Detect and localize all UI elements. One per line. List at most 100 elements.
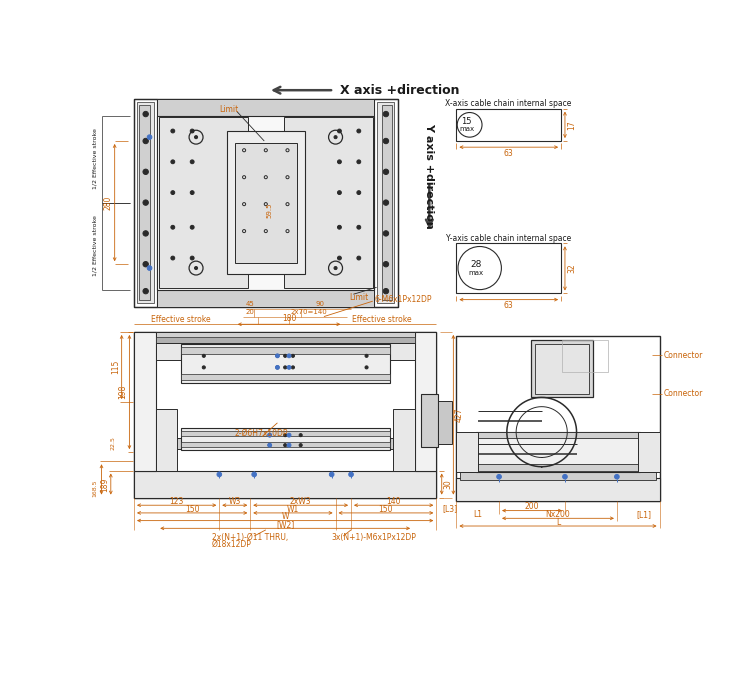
Circle shape (171, 256, 175, 260)
Circle shape (383, 289, 388, 294)
Circle shape (383, 200, 388, 205)
Circle shape (275, 354, 279, 358)
Bar (134, 332, 436, 498)
Text: Effective stroke: Effective stroke (151, 315, 210, 324)
Bar (134, 99, 398, 306)
Text: Effective stroke: Effective stroke (352, 315, 412, 324)
Text: Nx200: Nx200 (545, 510, 570, 519)
Text: 123: 123 (170, 497, 184, 506)
Circle shape (276, 354, 279, 358)
Circle shape (268, 443, 272, 447)
Circle shape (287, 366, 291, 369)
Bar (181, 430, 390, 436)
Text: 115: 115 (111, 360, 120, 374)
Text: W1: W1 (286, 505, 299, 513)
Text: 3x(N+1)-M6x1Px12DP: 3x(N+1)-M6x1Px12DP (332, 533, 416, 542)
Circle shape (365, 366, 368, 369)
Circle shape (284, 354, 286, 358)
Bar (393, 409, 415, 471)
Circle shape (334, 266, 337, 270)
Text: 180: 180 (282, 314, 296, 323)
Text: Ø18x12DP: Ø18x12DP (211, 540, 251, 549)
Text: 63: 63 (503, 301, 513, 311)
Circle shape (338, 225, 341, 229)
Circle shape (299, 434, 302, 437)
Bar (235, 142, 297, 263)
Bar (156, 439, 415, 449)
Text: Connector: Connector (663, 351, 703, 360)
Circle shape (287, 354, 291, 358)
Circle shape (357, 160, 361, 163)
Text: [W2]: [W2] (276, 520, 294, 529)
Circle shape (284, 443, 286, 447)
Text: X axis +direction: X axis +direction (340, 84, 460, 97)
Bar (562, 340, 608, 372)
Text: 1/2 Effective stroke: 1/2 Effective stroke (93, 215, 98, 276)
Bar (140, 105, 149, 300)
Circle shape (357, 129, 361, 133)
Circle shape (143, 138, 148, 144)
Circle shape (383, 112, 388, 116)
Bar (137, 101, 154, 304)
Circle shape (338, 160, 341, 163)
Bar (638, 432, 659, 472)
Circle shape (171, 191, 175, 195)
Circle shape (171, 129, 175, 133)
Circle shape (357, 225, 361, 229)
Text: 189: 189 (100, 477, 109, 492)
Bar (284, 117, 373, 288)
Bar (181, 374, 390, 380)
Text: X-axis cable chain internal space: X-axis cable chain internal space (446, 99, 572, 108)
Bar (535, 343, 589, 394)
Text: 28: 28 (470, 259, 482, 269)
Bar (460, 472, 656, 480)
Bar (158, 116, 374, 289)
Text: Connector: Connector (663, 389, 703, 398)
Circle shape (496, 475, 502, 479)
Text: 2xW3: 2xW3 (290, 497, 311, 506)
Circle shape (365, 354, 368, 358)
Bar (421, 394, 438, 447)
Bar (134, 332, 156, 471)
Circle shape (383, 138, 388, 144)
Circle shape (194, 136, 197, 139)
Bar (382, 105, 392, 300)
Bar (476, 432, 640, 439)
Circle shape (147, 266, 152, 270)
Text: 150: 150 (185, 505, 200, 513)
Text: Limit: Limit (220, 105, 239, 114)
Text: 6-M6x1Px12DP: 6-M6x1Px12DP (374, 295, 432, 304)
Circle shape (190, 160, 194, 163)
Circle shape (338, 191, 341, 195)
Text: max: max (459, 126, 474, 131)
Bar (438, 401, 452, 443)
Circle shape (143, 200, 148, 205)
Text: 198: 198 (118, 385, 128, 399)
Text: 140: 140 (386, 497, 401, 506)
Bar (377, 101, 394, 304)
Circle shape (190, 191, 194, 195)
Bar (181, 345, 390, 383)
Text: 45: 45 (246, 301, 255, 307)
Circle shape (143, 112, 148, 116)
Text: Limit: Limit (350, 293, 368, 302)
Circle shape (383, 262, 388, 267)
Circle shape (194, 266, 197, 270)
Circle shape (171, 225, 175, 229)
Circle shape (383, 231, 388, 236)
Circle shape (357, 256, 361, 260)
Text: 2x70=140: 2x70=140 (290, 309, 327, 315)
Text: 2-Ø6H7x10DP: 2-Ø6H7x10DP (235, 429, 288, 438)
Circle shape (202, 354, 206, 358)
Circle shape (299, 443, 302, 447)
Circle shape (291, 354, 295, 358)
Bar (181, 347, 390, 353)
Text: 17: 17 (568, 120, 577, 129)
Circle shape (268, 443, 272, 447)
Circle shape (202, 366, 206, 369)
Bar (134, 99, 158, 306)
Bar (476, 464, 640, 471)
Bar (457, 336, 659, 501)
Bar (457, 109, 561, 141)
Text: max: max (468, 270, 484, 276)
